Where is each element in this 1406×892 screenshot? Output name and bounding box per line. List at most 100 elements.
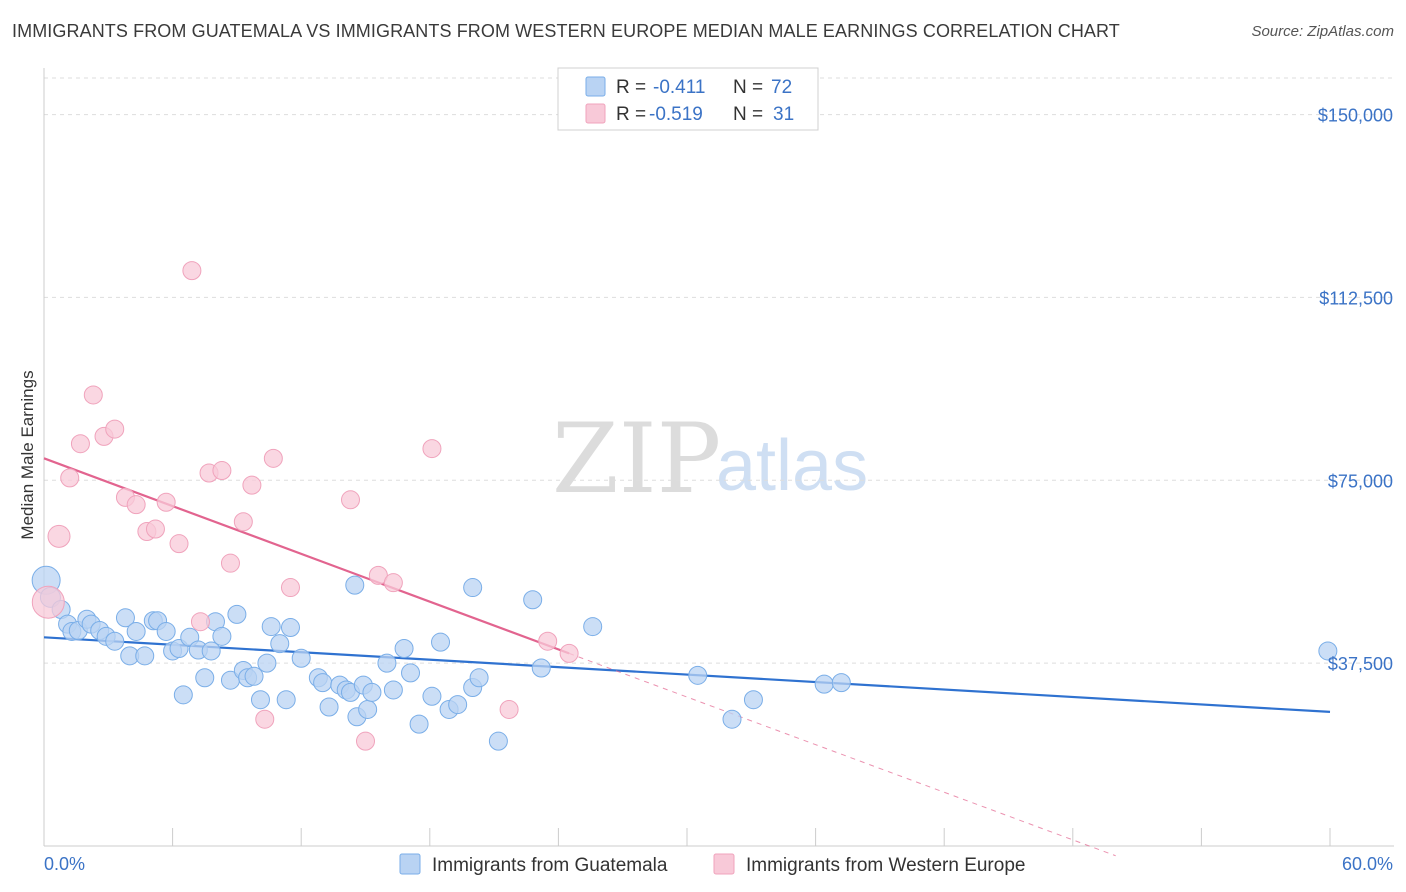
- data-point: [212, 461, 232, 481]
- data-point: [263, 448, 283, 468]
- data-point: [313, 673, 333, 693]
- data-point: [422, 439, 442, 459]
- data-point: [261, 617, 281, 637]
- data-point: [145, 519, 165, 539]
- series-legend-label-western-europe: Immigrants from Western Europe: [746, 855, 1025, 876]
- data-point: [488, 731, 508, 751]
- data-point: [340, 490, 360, 510]
- data-point: [257, 653, 277, 673]
- watermark-atlas: atlas: [716, 426, 868, 506]
- trend-line-guatemala: [43, 636, 1331, 714]
- data-point: [356, 731, 375, 751]
- data-point: [319, 697, 339, 717]
- data-point: [559, 643, 579, 663]
- series-points-western-europe: [31, 261, 579, 751]
- data-point: [743, 690, 763, 710]
- trend-line-extension: [568, 652, 1116, 857]
- data-point: [688, 665, 708, 685]
- legend-r-value-2: -0.519: [649, 104, 703, 125]
- y-tick-label: $150,000: [1318, 106, 1393, 126]
- data-point: [291, 648, 311, 668]
- data-point: [409, 714, 429, 734]
- grid: [44, 77, 1394, 664]
- data-point: [383, 680, 403, 700]
- series-legend-label-guatemala: Immigrants from Guatemala: [432, 855, 668, 876]
- data-point: [233, 512, 253, 532]
- data-point: [105, 419, 125, 439]
- data-point: [255, 709, 275, 729]
- legend-r-value-1: -0.411: [653, 77, 705, 98]
- data-point: [280, 618, 300, 638]
- data-point: [156, 492, 176, 512]
- data-point: [583, 617, 603, 637]
- data-point: [126, 495, 146, 515]
- data-point: [422, 686, 442, 706]
- data-points: [31, 261, 1338, 751]
- legend-n-value-2: 31: [773, 104, 794, 125]
- legend-swatch-western-europe: [585, 103, 606, 124]
- data-point: [115, 608, 135, 628]
- data-point: [227, 604, 247, 624]
- data-point: [463, 578, 483, 598]
- data-point: [250, 690, 270, 710]
- data-point: [345, 575, 365, 595]
- data-point: [431, 632, 451, 652]
- data-point: [70, 434, 90, 454]
- legend-n-value-1: 72: [771, 77, 792, 98]
- data-point: [1318, 641, 1338, 661]
- data-point: [831, 673, 851, 693]
- data-point: [47, 524, 71, 548]
- watermark: ZIP atlas: [552, 403, 868, 515]
- series-legend-swatch-guatemala: [399, 853, 421, 875]
- data-point: [156, 621, 176, 641]
- data-point: [499, 699, 519, 719]
- watermark-zip: ZIP: [552, 403, 721, 515]
- data-point: [531, 658, 551, 678]
- y-tick-label: $112,500: [1319, 288, 1393, 308]
- data-point: [722, 709, 742, 729]
- data-point: [126, 621, 146, 641]
- data-point: [220, 553, 240, 573]
- data-point: [169, 534, 189, 554]
- y-axis-label: Median Male Earnings: [18, 370, 37, 539]
- y-tick-label: $37,500: [1328, 654, 1393, 674]
- legend-r-label-1: R =: [616, 77, 646, 98]
- legend-swatch-guatemala: [585, 76, 606, 97]
- data-point: [31, 585, 65, 619]
- correlation-legend: R = -0.411 N = 72 R = -0.519 N = 31: [557, 67, 819, 131]
- data-point: [362, 682, 382, 702]
- data-point: [377, 653, 397, 673]
- legend-n-label-1: N =: [733, 77, 763, 98]
- data-point: [383, 573, 403, 593]
- data-point: [270, 634, 290, 654]
- x-tick-label-max: 60.0%: [1342, 854, 1393, 874]
- data-point: [276, 690, 296, 710]
- data-point: [358, 699, 378, 719]
- legend-r-label-2: R =: [616, 104, 646, 125]
- data-point: [394, 639, 414, 659]
- data-point: [195, 668, 215, 688]
- data-point: [244, 666, 264, 686]
- data-point: [212, 626, 232, 646]
- data-point: [448, 695, 468, 715]
- legend-n-label-2: N =: [733, 104, 763, 125]
- y-tick-label: $75,000: [1328, 471, 1393, 491]
- axes: [43, 68, 1394, 847]
- data-point: [401, 663, 421, 683]
- data-point: [60, 468, 80, 488]
- data-point: [182, 261, 202, 281]
- x-tick-label-min: 0.0%: [44, 854, 85, 874]
- data-point: [538, 631, 558, 651]
- data-point: [523, 590, 543, 610]
- y-tick-labels: $37,500 $75,000 $112,500 $150,000: [1318, 106, 1393, 675]
- data-point: [201, 641, 221, 661]
- data-point: [469, 668, 489, 688]
- chart-title: IMMIGRANTS FROM GUATEMALA VS IMMIGRANTS …: [12, 21, 1120, 41]
- data-point: [83, 385, 103, 405]
- data-point: [173, 685, 193, 705]
- series-legend-swatch-western-europe: [713, 853, 735, 875]
- series-legend: Immigrants from Guatemala Immigrants fro…: [399, 853, 1025, 876]
- chart-source: Source: ZipAtlas.com: [1251, 23, 1394, 40]
- series-points-guatemala: [31, 565, 1338, 751]
